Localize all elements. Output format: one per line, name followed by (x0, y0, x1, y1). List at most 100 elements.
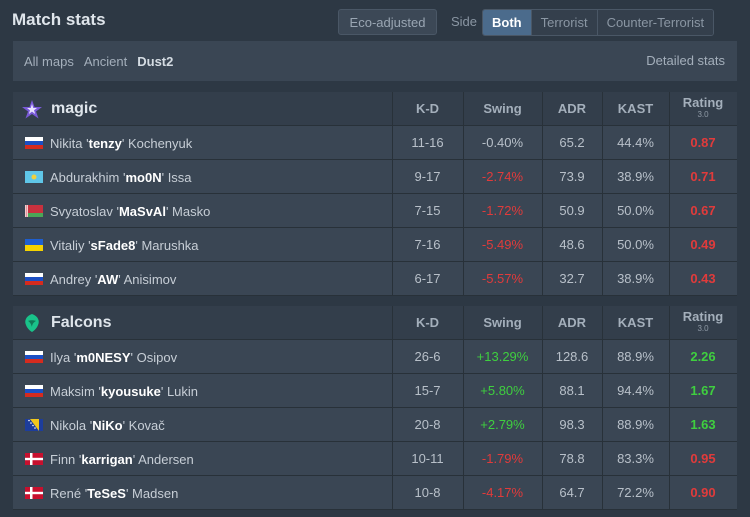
kast-value: 83.3% (617, 451, 654, 466)
kast-value: 88.9% (617, 349, 654, 364)
column-header-kast[interactable]: KAST (617, 315, 654, 330)
player-name[interactable]: Nikola 'NiKo' Kovač (50, 418, 165, 433)
column-divider (392, 92, 393, 125)
kast-value: 50.0% (617, 237, 654, 252)
column-divider (669, 160, 670, 193)
kd-value: 10-11 (411, 451, 444, 466)
player-first-name: Andrey (50, 272, 92, 287)
player-name[interactable]: Maksim 'kyousuke' Lukin (50, 384, 199, 399)
column-divider (542, 340, 543, 373)
column-divider (602, 92, 603, 125)
player-row[interactable]: Nikita 'tenzy' Kochenyuk 11-16 -0.40% 65.2 4… (13, 126, 737, 160)
column-divider (669, 92, 670, 125)
player-row[interactable]: Svyatoslav 'MaSvAl' Masko 7-15 -1.72% 50.9 5… (13, 194, 737, 228)
player-nickname: NiKo (92, 418, 123, 433)
column-divider (669, 442, 670, 475)
player-row[interactable]: Ilya 'm0NESY' Osipov 26-6 +13.29% 128.6 88.9… (13, 340, 737, 374)
player-nickname: karrigan (81, 452, 133, 467)
player-row[interactable]: Vitaliy 'sFade8' Marushka 7-16 -5.49% 48.6 5… (13, 228, 737, 262)
russia-flag (25, 351, 43, 363)
adr-value: 73.9 (559, 169, 585, 184)
player-name[interactable]: Finn 'karrigan' Andersen (50, 452, 194, 467)
column-header-swing[interactable]: Swing (483, 101, 522, 116)
player-name[interactable]: Svyatoslav 'MaSvAl' Masko (50, 204, 211, 219)
swing-value: +5.80% (480, 383, 525, 398)
map-tab-all-maps[interactable]: All maps (24, 53, 74, 69)
column-divider (602, 442, 603, 475)
column-divider (602, 306, 603, 339)
column-header-adr[interactable]: ADR (557, 101, 587, 116)
kd-value: 11-16 (411, 135, 444, 150)
rating-value: 0.49 (690, 237, 716, 252)
player-row[interactable]: Andrey 'AW' Anisimov 6-17 -5.57% 32.7 38.9% 0… (13, 262, 737, 296)
column-divider (392, 476, 393, 509)
column-divider (463, 92, 464, 125)
player-name[interactable]: René 'TeSeS' Madsen (50, 486, 179, 501)
map-tab-ancient[interactable]: Ancient (83, 53, 128, 69)
column-divider (669, 408, 670, 441)
column-divider (463, 408, 464, 441)
falcons-logo (21, 312, 43, 334)
column-header-kd[interactable]: K-D (415, 315, 440, 330)
column-header-swing[interactable]: Swing (483, 315, 522, 330)
ukraine-flag (25, 239, 43, 251)
column-divider (542, 476, 543, 509)
kast-value: 44.4% (617, 135, 654, 150)
kd-value: 26-6 (414, 349, 441, 364)
adr-value: 64.7 (559, 485, 585, 500)
column-divider (602, 160, 603, 193)
russia-flag (25, 273, 43, 285)
denmark-flag (25, 453, 43, 465)
side-both-button[interactable]: Both (483, 10, 532, 35)
side-label: Side (451, 14, 478, 29)
player-name[interactable]: Vitaliy 'sFade8' Marushka (50, 238, 199, 253)
column-divider (542, 408, 543, 441)
column-divider (602, 374, 603, 407)
swing-value: -1.72% (481, 203, 524, 218)
column-header-kast[interactable]: KAST (617, 101, 654, 116)
kd-value: 6-17 (414, 271, 441, 286)
rating-value: 1.63 (690, 417, 716, 432)
detailed-stats-link[interactable]: Detailed stats (646, 53, 725, 68)
player-name[interactable]: Ilya 'm0NESY' Osipov (50, 350, 178, 365)
column-divider (392, 374, 393, 407)
column-header-rating[interactable]: Rating 3.0 (669, 92, 737, 125)
player-nickname: sFade8 (90, 238, 136, 253)
player-name[interactable]: Abdurakhim 'mo0N' Issa (50, 170, 192, 185)
column-divider (542, 306, 543, 339)
player-name[interactable]: Andrey 'AW' Anisimov (50, 272, 177, 287)
player-row[interactable]: Finn 'karrigan' Andersen 10-11 -1.79% 78.8 8… (13, 442, 737, 476)
denmark-flag (25, 487, 43, 499)
match-stats-header: Match stats Eco-adjusted Side Both Terro… (0, 0, 750, 40)
adr-value: 88.1 (559, 383, 585, 398)
column-divider (602, 476, 603, 509)
column-divider (542, 374, 543, 407)
column-header-adr[interactable]: ADR (557, 315, 587, 330)
rating-value: 0.95 (690, 451, 716, 466)
side-counter-terrorist-button[interactable]: Counter-Terrorist (597, 10, 714, 35)
column-header-rating[interactable]: Rating 3.0 (669, 306, 737, 339)
player-row[interactable]: Nikola 'NiKo' Kovač 20-8 +2.79% 98.3 88.9% 1.… (13, 408, 737, 442)
player-nickname: TeSeS (87, 486, 126, 501)
column-divider (602, 228, 603, 261)
map-tab-dust2[interactable]: Dust2 (137, 53, 174, 69)
player-row[interactable]: Abdurakhim 'mo0N' Issa 9-17 -2.74% 73.9 38.9… (13, 160, 737, 194)
player-nickname: MaSvAl (118, 204, 166, 219)
column-divider (542, 92, 543, 125)
team-name[interactable]: magic (51, 100, 98, 117)
side-terrorist-button[interactable]: Terrorist (531, 10, 598, 35)
player-last-name: Kochenyuk (127, 136, 193, 151)
column-header-kd[interactable]: K-D (415, 101, 440, 116)
player-last-name: Anisimov (123, 272, 177, 287)
eco-adjusted-toggle[interactable]: Eco-adjusted (338, 9, 437, 35)
adr-value: 32.7 (559, 271, 585, 286)
player-row[interactable]: Maksim 'kyousuke' Lukin 15-7 +5.80% 88.1 94.… (13, 374, 737, 408)
adr-value: 98.3 (559, 417, 585, 432)
kd-value: 7-15 (414, 203, 441, 218)
team-name[interactable]: Falcons (51, 314, 112, 331)
kd-value: 7-16 (414, 237, 441, 252)
player-row[interactable]: René 'TeSeS' Madsen 10-8 -4.17% 64.7 72.2% 0.… (13, 476, 737, 510)
kd-value: 10-8 (414, 485, 441, 500)
player-name[interactable]: Nikita 'tenzy' Kochenyuk (50, 136, 193, 151)
team-table-magic: magic K-D Swing ADR KAST Rating 3.0 Nikita 'ten… (13, 92, 737, 296)
